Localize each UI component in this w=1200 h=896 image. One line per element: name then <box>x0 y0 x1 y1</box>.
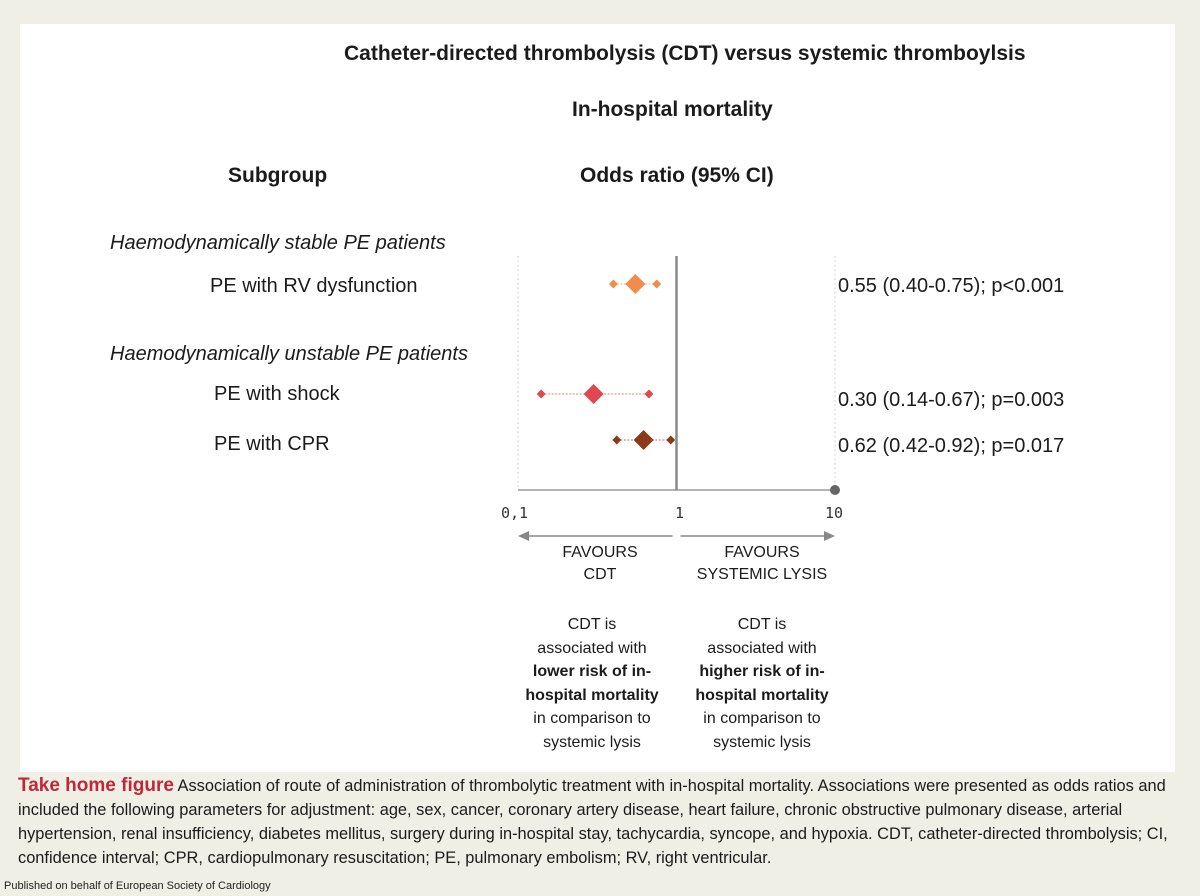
favours-cdt-label: FAVOURS CDT <box>562 544 638 583</box>
chart-title: Catheter-directed thrombolysis (CDT) ver… <box>344 42 1026 65</box>
forest-plot <box>517 256 840 541</box>
ci-low-marker-cpr <box>612 435 622 445</box>
explanation-left: CDT is associated with lower risk of in-… <box>525 616 659 751</box>
effect-header: Odds ratio (95% CI) <box>580 164 774 187</box>
ci-low-marker-shock <box>536 389 546 399</box>
chart-subtitle: In-hospital mortality <box>572 98 773 121</box>
point-estimate-shock <box>583 384 604 404</box>
ci-high-marker-shock <box>644 389 654 399</box>
ci-high-marker-cpr <box>666 435 676 445</box>
group-label-unstable: Haemodynamically unstable PE patients <box>110 343 468 365</box>
ci-high-marker-rv-dysfunction <box>652 279 662 289</box>
x-tick-label-0: 0,1 <box>501 504 529 522</box>
caption-title: Take home figure <box>18 775 174 796</box>
row-label-cpr: PE with CPR <box>214 433 330 455</box>
point-estimate-rv-dysfunction <box>625 274 646 294</box>
favours-cdt-arrow-head <box>518 531 529 541</box>
explanation-right: CDT is associated with higher risk of in… <box>695 616 829 751</box>
x-tick-label-1: 1 <box>675 504 685 522</box>
publisher-note: Published on behalf of European Society … <box>4 880 271 892</box>
result-cpr: 0.62 (0.42-0.92); p=0.017 <box>838 435 1065 457</box>
x-axis-end-dot <box>830 485 840 495</box>
group-label-stable: Haemodynamically stable PE patients <box>110 232 446 254</box>
favours-systemic-label: FAVOURS SYSTEMIC LYSIS <box>696 544 828 583</box>
result-shock: 0.30 (0.14-0.67); p=0.003 <box>838 389 1065 411</box>
favours-systemic-arrow-head <box>824 531 835 541</box>
result-rv-dysfunction: 0.55 (0.40-0.75); p<0.001 <box>838 275 1065 297</box>
ci-low-marker-rv-dysfunction <box>608 279 618 289</box>
caption-text: Association of route of administration o… <box>18 777 1168 867</box>
point-estimate-cpr <box>633 430 654 450</box>
subgroup-header: Subgroup <box>228 164 328 187</box>
x-tick-label-2: 10 <box>825 504 844 522</box>
row-label-rv-dysfunction: PE with RV dysfunction <box>210 275 418 297</box>
figure-caption: Take home figure Association of route of… <box>18 774 1183 870</box>
figure-panel: Catheter-directed thrombolysis (CDT) ver… <box>20 24 1175 772</box>
row-label-shock: PE with shock <box>214 383 340 405</box>
